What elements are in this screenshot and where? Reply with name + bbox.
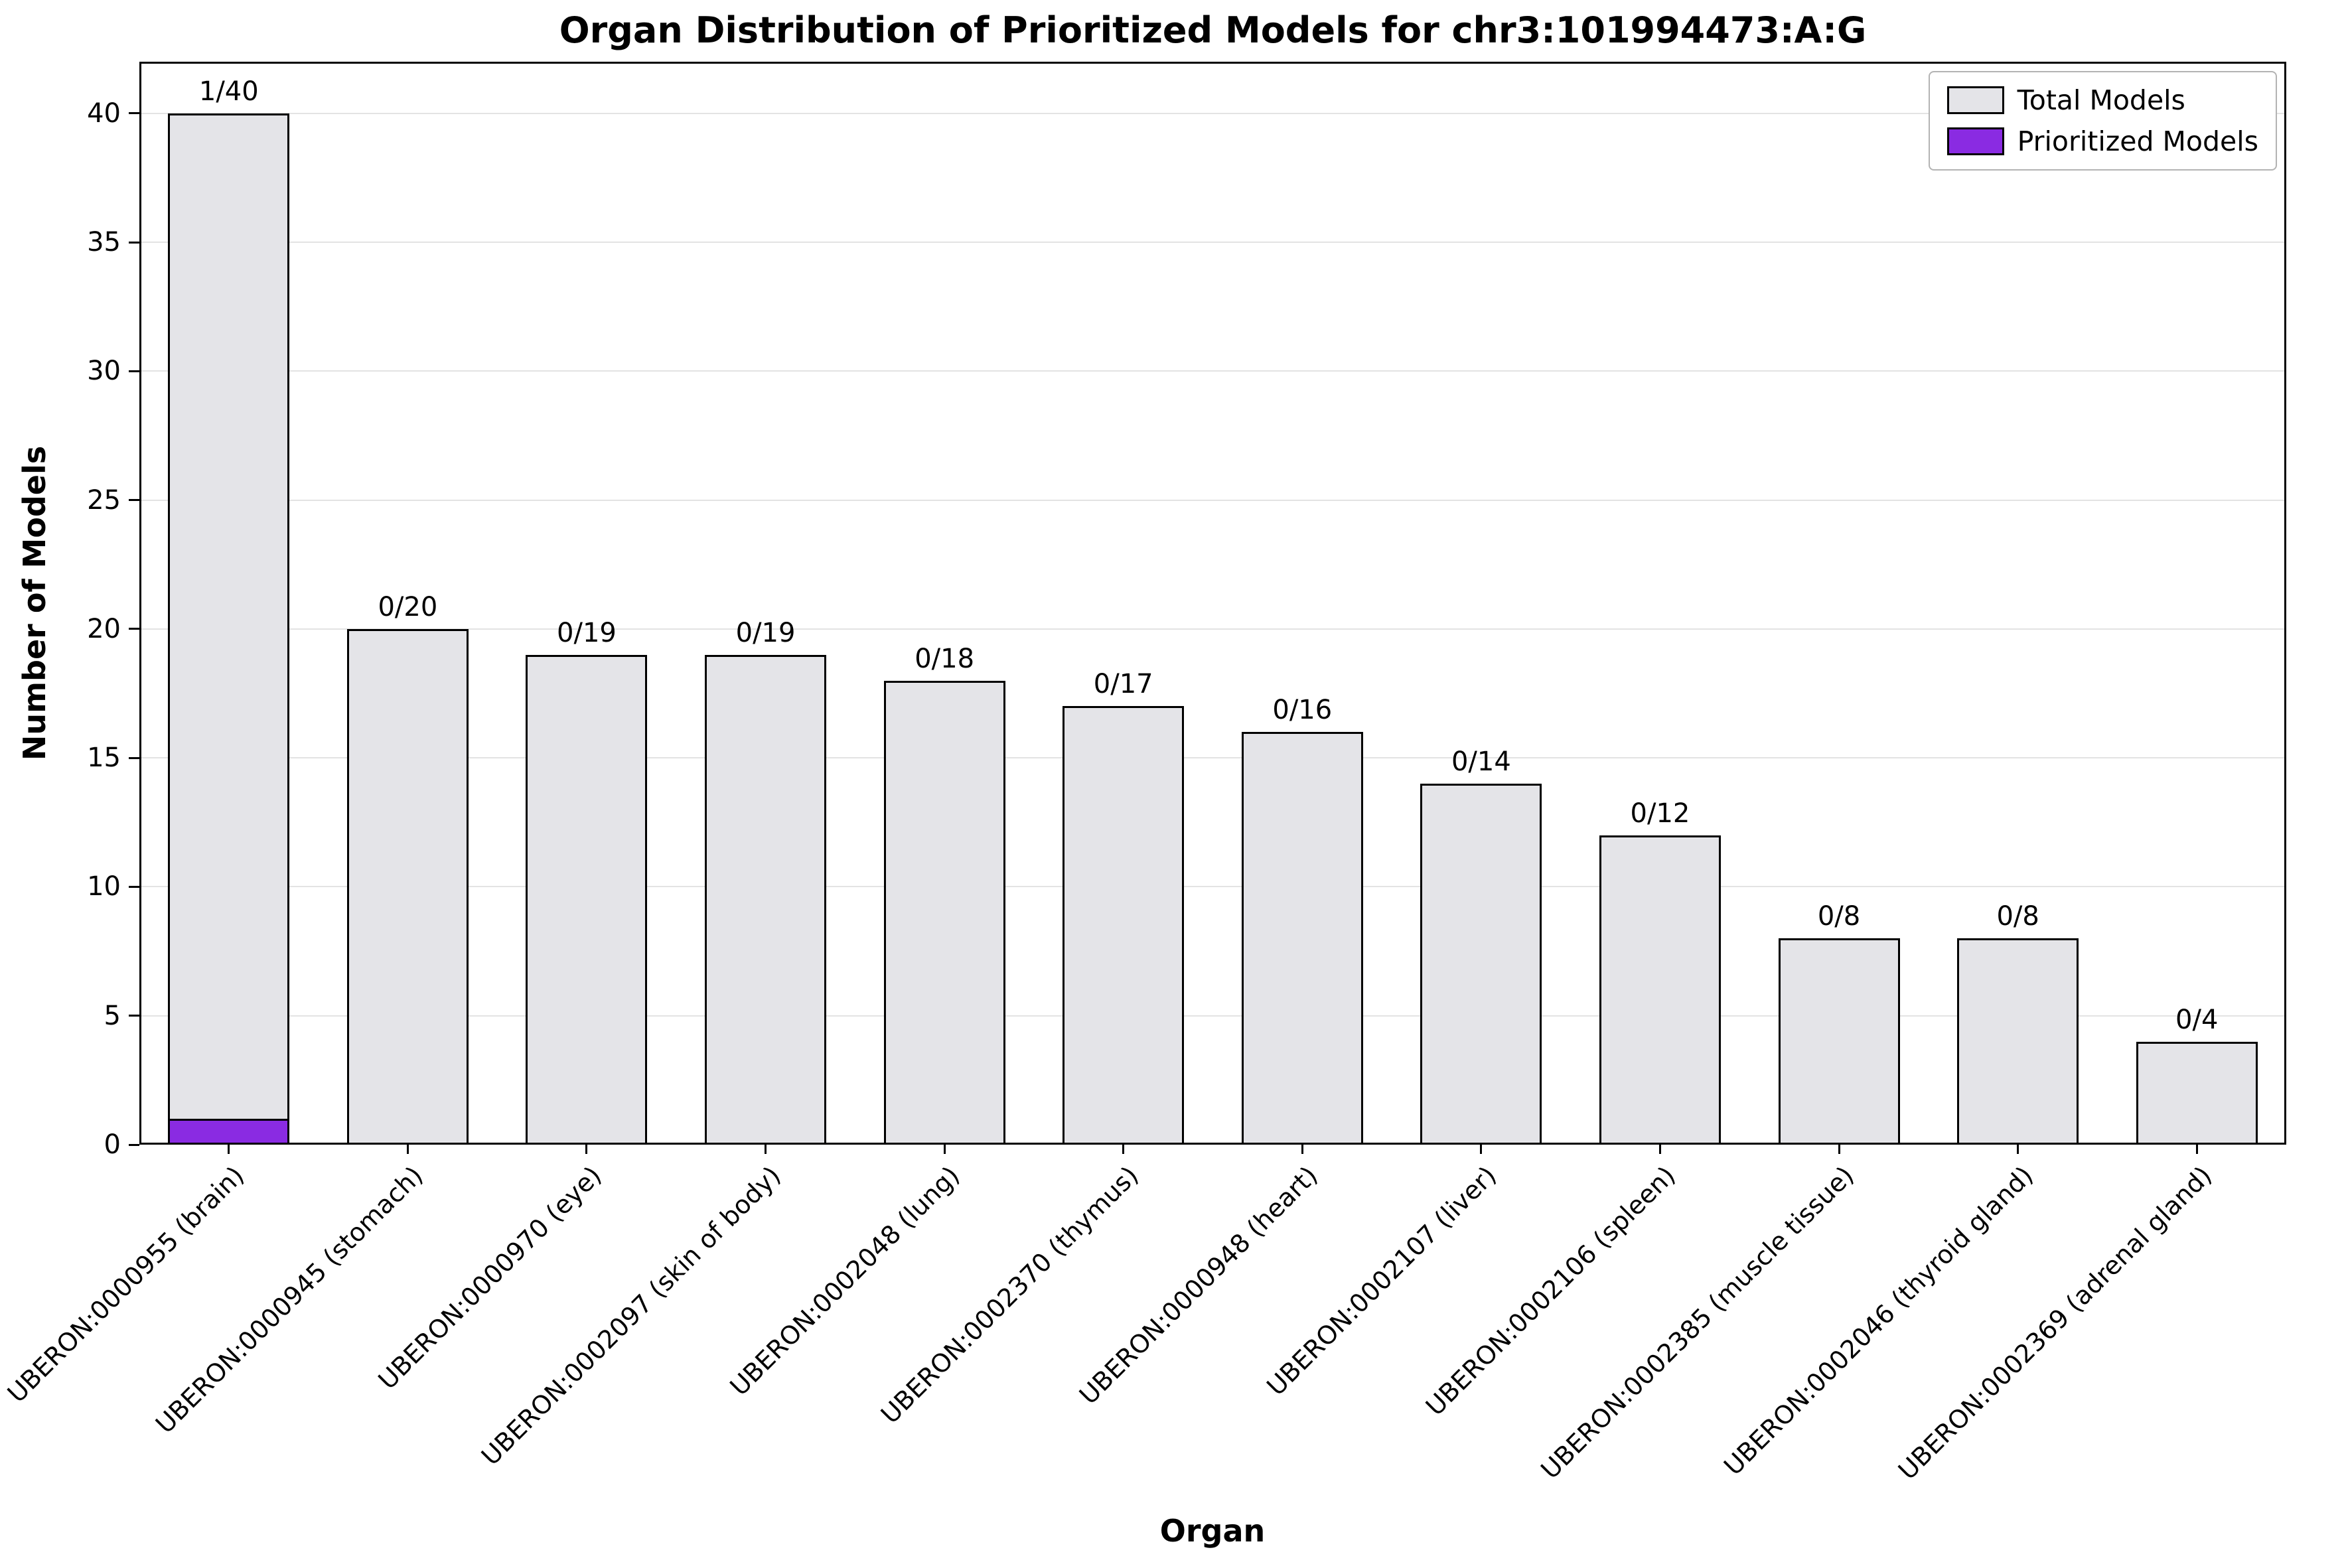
y-tick-label: 20 (87, 613, 121, 644)
total-models-bar (2136, 1041, 2258, 1145)
x-tick-mark (1480, 1145, 1483, 1154)
y-tick-label: 30 (87, 356, 121, 387)
y-tick-mark (129, 1143, 139, 1146)
y-gridline (139, 499, 2286, 501)
y-tick-label: 35 (87, 227, 121, 257)
bar-value-label: 0/12 (1630, 798, 1690, 829)
y-tick-label: 25 (87, 484, 121, 516)
x-tick-mark (1301, 1145, 1303, 1154)
legend-entry: Prioritized Models (1946, 125, 2258, 157)
x-tick-mark (406, 1145, 409, 1154)
total-models-bar (1241, 732, 1363, 1145)
y-gridline (139, 886, 2286, 888)
y-gridline (139, 628, 2286, 630)
y-tick-mark (129, 499, 139, 502)
y-tick-mark (129, 756, 139, 759)
bar-value-label: 0/17 (1093, 669, 1153, 700)
y-tick-mark (129, 370, 139, 372)
y-tick-label: 0 (104, 1129, 121, 1160)
bar-value-label: 0/20 (378, 591, 438, 622)
x-tick-mark (943, 1145, 946, 1154)
legend-swatch (1946, 127, 2004, 155)
x-tick-mark (228, 1145, 230, 1154)
total-models-bar (1599, 835, 1721, 1145)
y-gridline (139, 1015, 2286, 1017)
x-tick-mark (1122, 1145, 1125, 1154)
x-tick-mark (2195, 1145, 2198, 1154)
legend-label: Total Models (2017, 84, 2185, 116)
x-tick-mark (1838, 1145, 1840, 1154)
total-models-bar (705, 654, 827, 1145)
y-tick-mark (129, 1015, 139, 1017)
y-tick-label: 40 (87, 98, 121, 129)
y-tick-mark (129, 628, 139, 630)
legend-label: Prioritized Models (2017, 125, 2258, 157)
y-tick-label: 10 (87, 871, 121, 902)
y-gridline (139, 112, 2286, 114)
total-models-bar (883, 680, 1005, 1145)
y-tick-mark (129, 112, 139, 115)
total-models-bar (168, 113, 290, 1145)
x-tick-mark (765, 1145, 767, 1154)
bar-value-label: 0/8 (1817, 901, 1861, 932)
bar-value-label: 0/16 (1272, 695, 1333, 726)
total-models-bar (1957, 938, 2079, 1145)
bar-value-label: 1/40 (198, 76, 259, 107)
legend-swatch (1946, 86, 2004, 114)
y-gridline (139, 370, 2286, 372)
legend: Total Models Prioritized Models (1928, 71, 2277, 171)
total-models-bar (346, 628, 469, 1145)
y-gridline (139, 757, 2286, 759)
chart-title: Organ Distribution of Prioritized Models… (559, 9, 1867, 51)
bar-value-label: 0/18 (915, 643, 975, 674)
x-tick-mark (1658, 1145, 1661, 1154)
legend-entry: Total Models (1946, 84, 2258, 116)
bar-value-label: 0/8 (1996, 901, 2039, 932)
prioritized-models-bar (168, 1119, 290, 1145)
x-tick-label: UBERON:0002046 (thyroid gland) (1718, 1161, 2039, 1481)
total-models-bar (526, 654, 648, 1145)
y-tick-mark (129, 241, 139, 244)
x-tick-label: UBERON:0002369 (adrenal gland) (1892, 1161, 2218, 1486)
x-axis-label: Organ (1159, 1513, 1266, 1549)
bar-value-label: 0/4 (2175, 1004, 2219, 1035)
bar-value-label: 0/14 (1451, 747, 1511, 777)
bar-value-label: 0/19 (557, 617, 617, 648)
y-tick-label: 15 (87, 743, 121, 774)
total-models-bar (1778, 938, 1900, 1145)
x-tick-mark (585, 1145, 588, 1154)
y-tick-mark (129, 885, 139, 888)
total-models-bar (1063, 706, 1185, 1145)
bar-value-label: 0/19 (735, 617, 796, 648)
y-tick-label: 5 (104, 1000, 121, 1031)
total-models-bar (1420, 784, 1542, 1145)
y-gridline (139, 242, 2286, 243)
x-tick-label: UBERON:0002097 (skin of body) (475, 1161, 786, 1471)
x-tick-label: UBERON:0002385 (muscle tissue) (1535, 1161, 1860, 1485)
x-tick-mark (2017, 1145, 2019, 1154)
